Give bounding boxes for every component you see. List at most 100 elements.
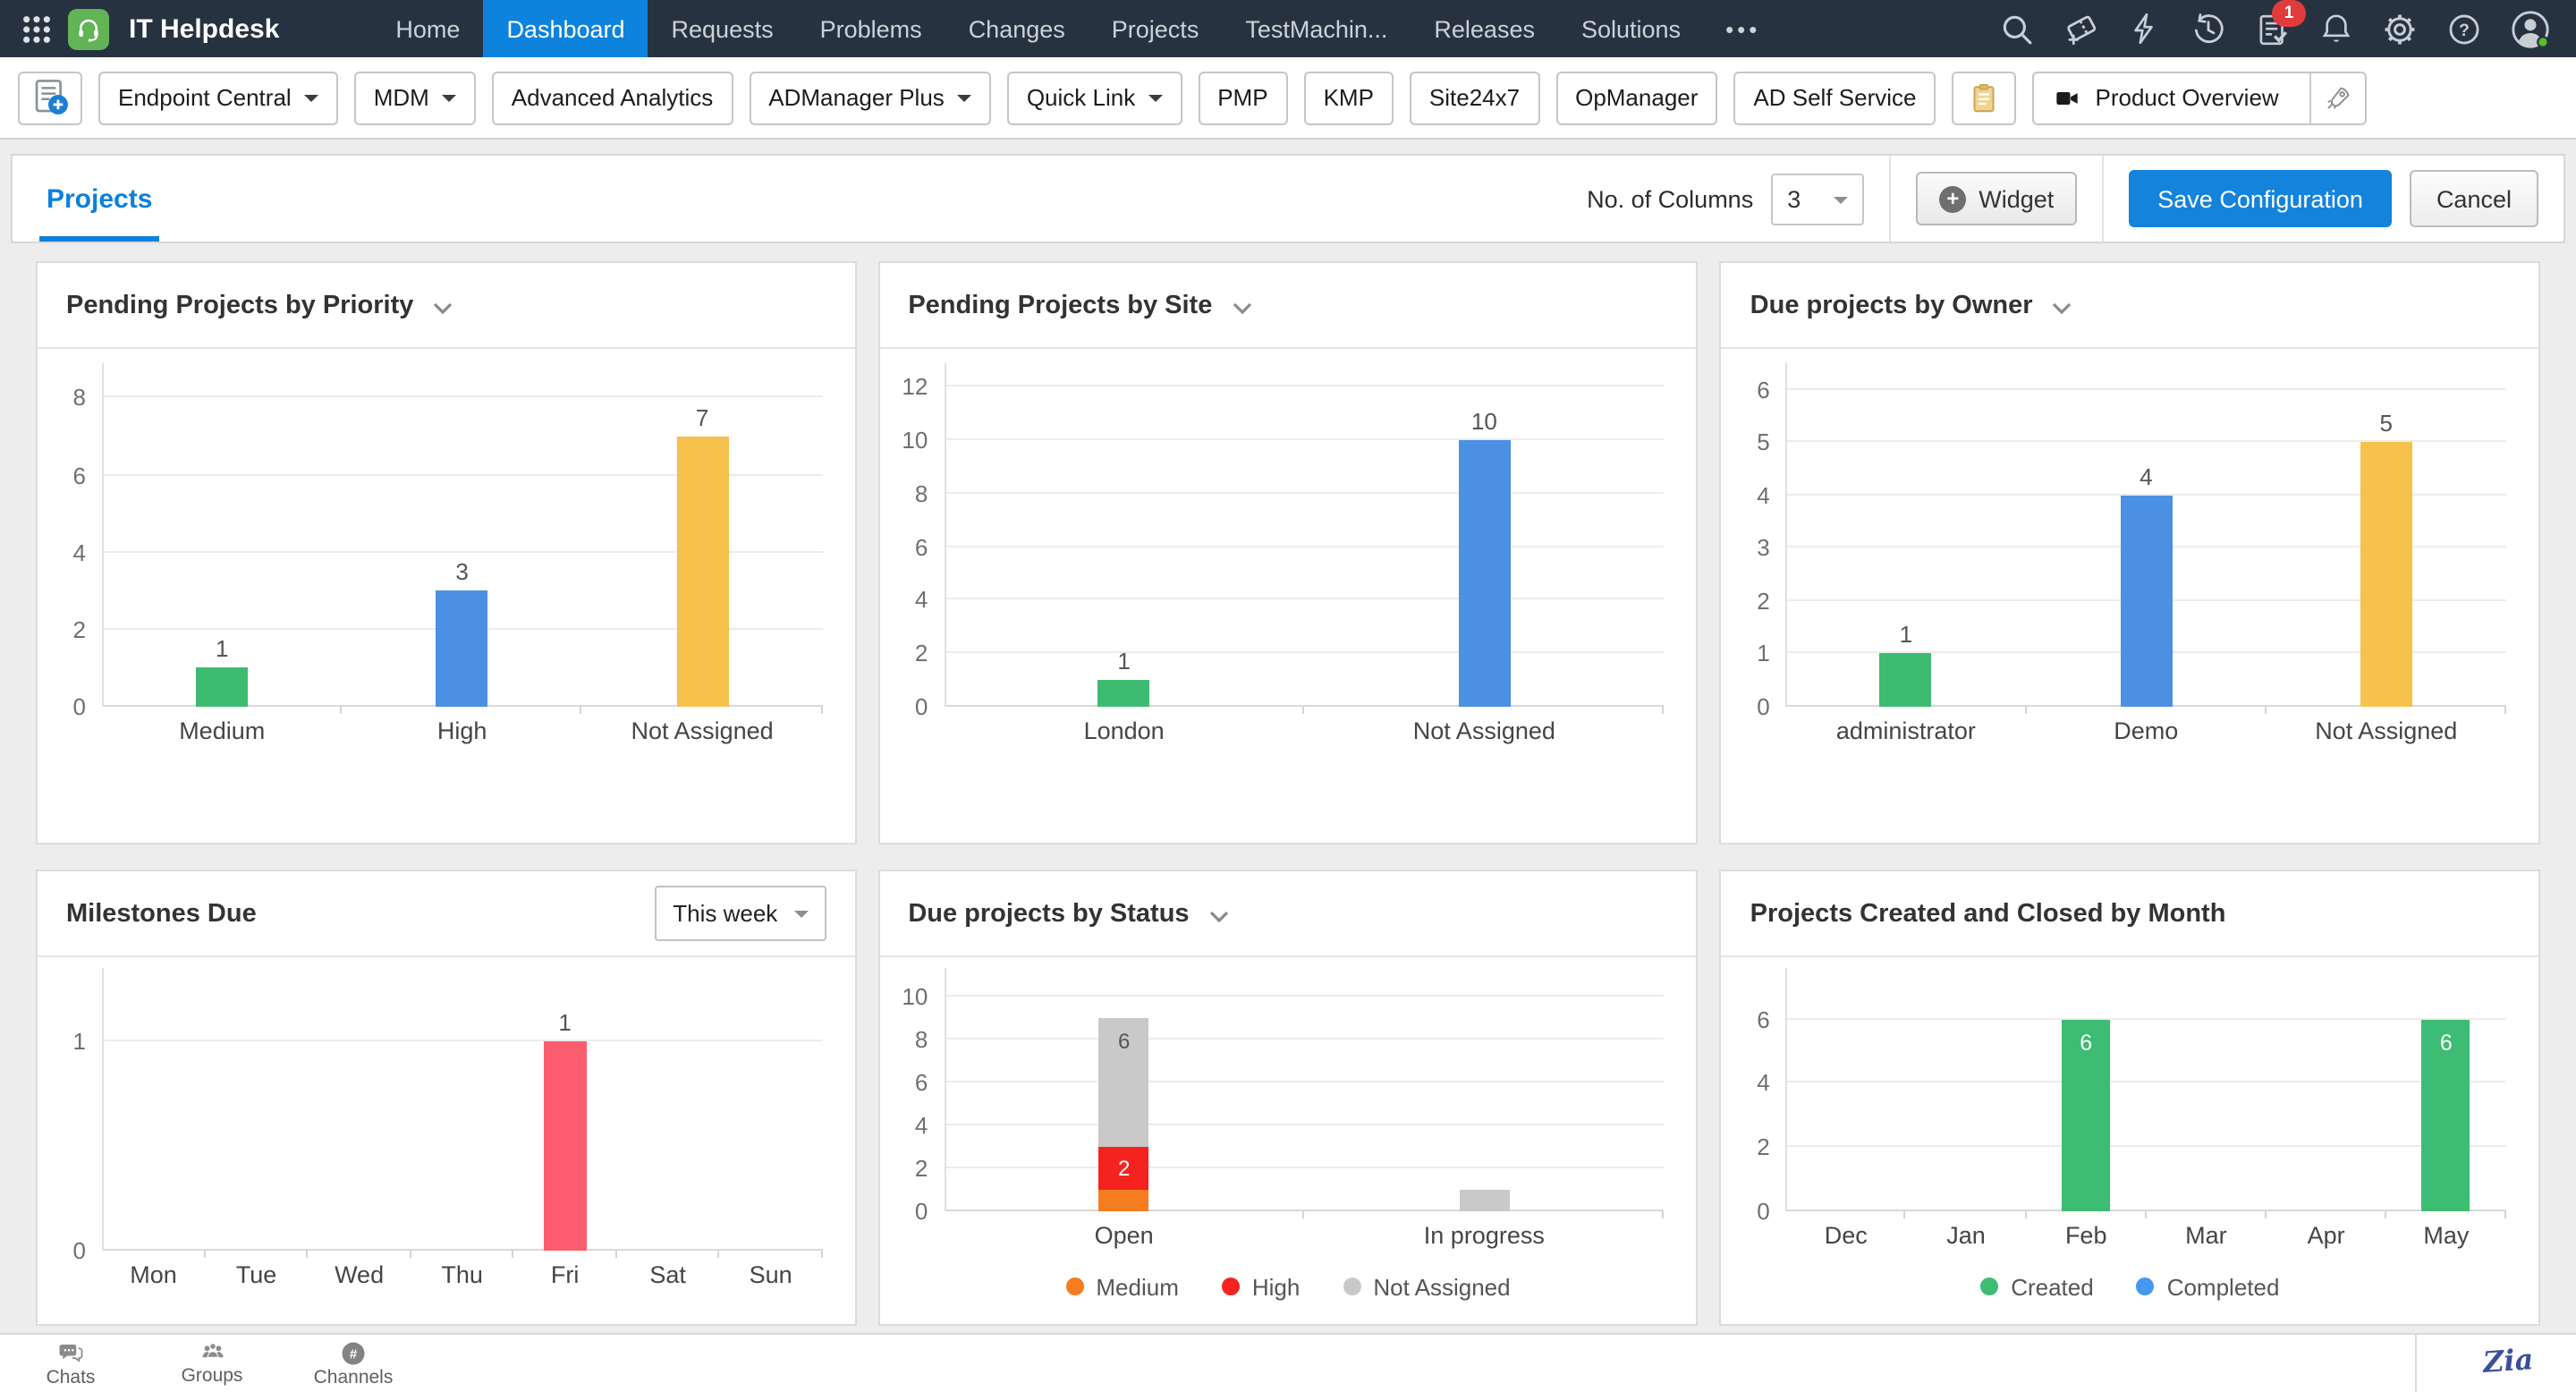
chart-card-milestones-due: Milestones Due This week 0 1 1 Mon Tue Wed Thu Fr…	[36, 870, 857, 1326]
bar	[436, 590, 488, 707]
add-widget-button[interactable]: + Widget	[1916, 172, 2078, 225]
toolbar-button-site24x7[interactable]: Site24x7	[1409, 71, 1540, 124]
divider	[2102, 156, 2105, 242]
more-menu-icon[interactable]: •••	[1725, 15, 1761, 42]
toolbar-button-opmanager[interactable]: OpManager	[1555, 71, 1718, 124]
toolbar-button-label: Site24x7	[1428, 84, 1521, 111]
bar-value: 3	[455, 558, 469, 586]
notifications-bell-icon[interactable]	[2318, 11, 2354, 47]
tab-controls: No. of Columns 3 + Widget Save Configura…	[1587, 156, 2563, 242]
footer-groups[interactable]: Groups	[141, 1341, 283, 1387]
toolbar-button-kmp[interactable]: KMP	[1303, 71, 1394, 124]
category-slots: 1	[102, 968, 823, 1258]
x-label-tue: Tue	[235, 1261, 277, 1288]
x-tick-mark	[203, 1251, 206, 1258]
nav-item-home[interactable]: Home	[395, 15, 461, 42]
nav-item-solutions[interactable]: Solutions	[1580, 15, 1682, 42]
legend-dot	[1221, 1277, 1240, 1296]
category-slot-feb: 6	[2026, 968, 2147, 1218]
toolbar-button-advanced-analytics[interactable]: Advanced Analytics	[491, 71, 733, 124]
approvals-icon[interactable]: 1	[2254, 0, 2306, 47]
chevron-down-icon[interactable]	[2053, 301, 2072, 314]
nav-item-testmachin[interactable]: TestMachin...	[1245, 15, 1388, 42]
nav-item-problems[interactable]: Problems	[819, 15, 922, 42]
x-tick-mark	[580, 707, 582, 714]
columns-label: No. of Columns	[1587, 185, 1754, 212]
bar-segment-value: 2	[1117, 1155, 1131, 1181]
toolbar-button-endpoint-central[interactable]: Endpoint Central	[98, 71, 338, 124]
columns-select[interactable]: 3	[1771, 173, 1865, 225]
chart-body: 0 2 4 6 6 6 Dec Jan Feb Mar Apr May Created Completed	[1722, 968, 2538, 1301]
gridline	[944, 491, 1665, 494]
chat-bubbles-icon	[59, 1344, 83, 1362]
chart-title: Pending Projects by Site	[908, 291, 1213, 319]
y-tick-label: 2	[914, 640, 928, 667]
bar-group: 6	[2062, 1019, 2111, 1211]
category-slot-medium: 1	[102, 363, 343, 714]
category-slot-fri: 1	[513, 968, 617, 1258]
bar-value: 1	[1117, 648, 1131, 675]
category-slot-apr	[2267, 968, 2386, 1218]
chart-legend: Medium High Not Assigned	[879, 1274, 1696, 1301]
add-document-button[interactable]	[18, 71, 82, 124]
nav-item-releases[interactable]: Releases	[1434, 15, 1535, 42]
apps-grid-icon[interactable]	[21, 13, 52, 44]
chevron-down-icon[interactable]	[433, 301, 453, 314]
gridline	[102, 1249, 823, 1251]
x-label-dec: Dec	[1824, 1222, 1868, 1249]
nav-item-changes[interactable]: Changes	[968, 15, 1065, 42]
search-icon[interactable]	[1998, 10, 2036, 47]
rocket-launcher[interactable]	[2309, 72, 2365, 123]
bar-value: 1	[558, 1008, 572, 1036]
nav-item-requests[interactable]: Requests	[671, 15, 774, 42]
help-icon[interactable]: ?	[2445, 10, 2483, 47]
toolbar-button-quick-link[interactable]: Quick Link	[1006, 71, 1182, 124]
x-tick-mark	[1903, 1211, 1906, 1218]
x-label-mar: Mar	[2185, 1222, 2227, 1249]
x-axis-labels: Open In progress	[944, 1222, 1664, 1251]
zia-logo[interactable]: Zia	[2481, 1342, 2535, 1379]
toolbar-button-pmp[interactable]: PMP	[1198, 71, 1288, 124]
x-label-in-progress: In progress	[1423, 1222, 1545, 1249]
history-icon[interactable]	[2190, 10, 2227, 47]
chart-period-select[interactable]: This week	[655, 886, 826, 941]
legend-item-completed: Completed	[2136, 1273, 2280, 1301]
chevron-down-icon[interactable]	[1232, 301, 1251, 314]
bar-column: 1	[543, 1008, 587, 1251]
chart-body: 0 1 1 Mon Tue Wed Thu Fri Sat Sun	[38, 968, 854, 1290]
y-tick-label: 3	[1757, 534, 1770, 562]
cancel-button[interactable]: Cancel	[2409, 170, 2538, 227]
product-overview-main[interactable]: Product Overview	[2035, 72, 2297, 123]
toolbar-button-ad-self-service[interactable]: AD Self Service	[1733, 71, 1936, 124]
x-tick-mark	[2504, 1211, 2506, 1218]
nav-item-projects[interactable]: Projects	[1111, 15, 1199, 42]
footer-channels[interactable]: # Channels	[283, 1340, 424, 1388]
navbar-right: 1 ?	[1998, 0, 2576, 49]
product-title: IT Helpdesk	[129, 13, 280, 44]
helpdesk-logo[interactable]	[68, 8, 109, 49]
quick-actions-icon[interactable]	[2127, 11, 2163, 47]
toolbar-button-admanager-plus[interactable]: ADManager Plus	[749, 71, 991, 124]
add-ticket-icon[interactable]	[2063, 10, 2100, 47]
x-tick-mark	[2144, 1211, 2147, 1218]
bar-column: 5	[2360, 412, 2412, 707]
caret-down-icon	[793, 911, 809, 918]
footer-groups-label: Groups	[181, 1365, 243, 1388]
chevron-down-icon[interactable]	[1209, 910, 1229, 922]
bar-created: 6	[2421, 1019, 2470, 1211]
settings-gear-icon[interactable]	[2381, 10, 2419, 47]
nav-item-dashboard[interactable]: Dashboard	[483, 0, 648, 57]
gridline	[944, 1123, 1665, 1125]
footer-chats[interactable]: Chats	[0, 1340, 141, 1388]
user-avatar[interactable]	[2510, 8, 2551, 49]
toolbar-button-mdm[interactable]: MDM	[353, 71, 476, 124]
bar-segment-not-assigned: 6	[1098, 1017, 1149, 1147]
save-configuration-button[interactable]: Save Configuration	[2129, 170, 2392, 227]
bar-segment-value: 6	[1117, 1028, 1131, 1054]
product-overview-button[interactable]: Product Overview	[2032, 71, 2367, 124]
legend-label: Completed	[2166, 1273, 2280, 1301]
chart-header: Projects Created and Closed by Month	[1721, 871, 2538, 957]
clipboard-button[interactable]	[1952, 71, 2017, 124]
tab-projects[interactable]: Projects	[39, 156, 160, 242]
